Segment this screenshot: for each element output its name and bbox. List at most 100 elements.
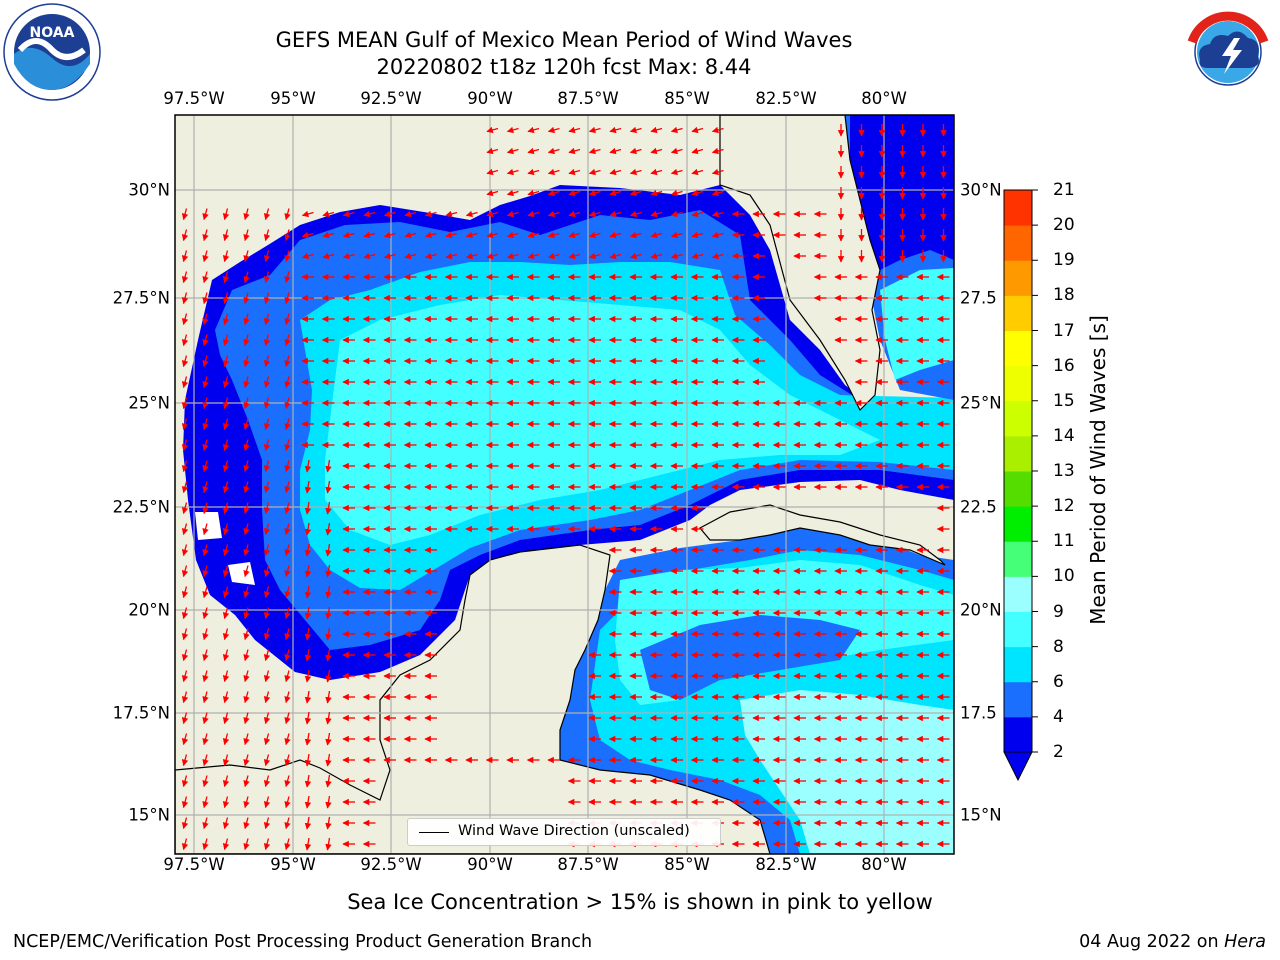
direction-arrow — [202, 628, 209, 641]
direction-arrow — [629, 231, 642, 239]
direction-arrow — [650, 189, 663, 197]
direction-arrow — [284, 229, 291, 242]
colorbar-segment — [1004, 471, 1032, 507]
direction-arrow — [202, 838, 209, 851]
direction-arrow — [263, 313, 271, 326]
direction-arrow — [304, 627, 312, 641]
direction-arrow — [650, 252, 663, 260]
direction-arrow — [527, 210, 540, 218]
direction-arrow — [202, 481, 209, 494]
lat-label: 27.5 — [960, 288, 997, 308]
colorbar-segment — [1004, 225, 1032, 261]
direction-arrow — [243, 691, 250, 704]
lat-label: 17.5 — [960, 703, 997, 723]
direction-arrow — [304, 501, 312, 515]
direction-arrow — [284, 376, 291, 389]
direction-arrow — [263, 712, 271, 725]
direction-arrow — [486, 252, 499, 260]
direction-arrow — [284, 775, 291, 788]
direction-arrow — [568, 210, 581, 218]
direction-arrow — [263, 670, 271, 683]
colorbar-tick-label: 18 — [1053, 285, 1075, 306]
direction-arrow — [202, 292, 209, 305]
map-legend: Wind Wave Direction (unscaled) — [407, 818, 721, 846]
direction-arrow — [222, 418, 230, 431]
direction-arrow — [263, 376, 271, 389]
direction-arrow — [202, 712, 209, 725]
direction-arrow — [263, 775, 271, 788]
lat-label: 20°N — [128, 600, 170, 620]
gulf-water-band-8s — [325, 295, 880, 545]
direction-arrow — [222, 628, 230, 641]
direction-arrow — [711, 189, 724, 197]
colorbar-segment — [1004, 190, 1032, 226]
direction-arrow — [325, 480, 332, 494]
direction-arrow — [263, 523, 271, 536]
direction-arrow — [243, 838, 250, 851]
direction-arrow — [243, 628, 250, 641]
direction-arrow — [691, 147, 704, 155]
direction-arrow — [222, 229, 230, 242]
colorbar-segment — [1004, 681, 1032, 718]
direction-arrow — [465, 252, 478, 260]
direction-arrow — [670, 147, 683, 155]
direction-arrow — [363, 231, 376, 239]
colorbar-tick-label: 6 — [1053, 671, 1064, 692]
lat-label: 15°N — [960, 805, 1002, 825]
direction-arrow — [263, 481, 271, 494]
direction-arrow — [588, 126, 601, 134]
colorbar-tick-label: 20 — [1053, 215, 1075, 236]
direction-arrow — [527, 189, 540, 197]
direction-arrow — [181, 439, 189, 452]
yucatan-land — [175, 544, 771, 854]
direction-arrow — [243, 565, 250, 578]
direction-arrow — [691, 168, 704, 176]
direction-arrow — [181, 670, 189, 683]
direction-arrow — [342, 252, 355, 260]
direction-arrow — [243, 733, 250, 746]
direction-arrow — [243, 607, 250, 620]
lon-label: 85°W — [664, 89, 710, 108]
direction-arrow — [284, 355, 291, 368]
lat-label: 22.5 — [960, 497, 997, 517]
direction-arrow — [588, 231, 601, 239]
direction-arrow — [304, 480, 312, 494]
direction-arrow — [243, 754, 250, 767]
direction-arrow — [202, 523, 209, 536]
direction-arrow — [284, 502, 291, 515]
direction-arrow — [181, 523, 189, 536]
lat-label: 30°N — [128, 180, 170, 200]
direction-arrow — [304, 585, 312, 599]
direction-arrow — [181, 376, 189, 389]
nws-logo — [1181, 5, 1275, 99]
direction-arrow — [202, 670, 209, 683]
direction-arrow — [284, 544, 291, 557]
lon-label: 92.5°W — [360, 89, 422, 108]
direction-arrow — [222, 439, 230, 452]
direction-arrow — [243, 523, 250, 536]
direction-arrow — [263, 817, 271, 830]
lat-label: 25°N — [128, 393, 170, 413]
direction-arrow — [181, 628, 189, 641]
direction-arrow — [263, 565, 271, 578]
colorbar — [1003, 189, 1038, 782]
direction-arrow — [301, 210, 314, 218]
direction-arrow — [284, 586, 291, 599]
direction-arrow — [202, 565, 209, 578]
direction-arrow — [243, 313, 250, 326]
direction-arrow — [506, 189, 519, 197]
direction-arrow — [202, 649, 209, 662]
direction-arrow — [263, 418, 271, 431]
direction-arrow — [202, 796, 209, 809]
lon-label: 85°W — [664, 855, 710, 874]
direction-arrow — [670, 231, 683, 239]
direction-arrow — [363, 252, 376, 260]
direction-arrow — [202, 460, 209, 473]
atlantic-water-light — [880, 268, 954, 380]
direction-arrow — [325, 627, 332, 641]
direction-arrow — [181, 586, 189, 599]
direction-arrow — [263, 502, 271, 515]
direction-arrow — [325, 774, 332, 788]
direction-arrow — [222, 670, 230, 683]
lon-label: 90°W — [467, 855, 513, 874]
